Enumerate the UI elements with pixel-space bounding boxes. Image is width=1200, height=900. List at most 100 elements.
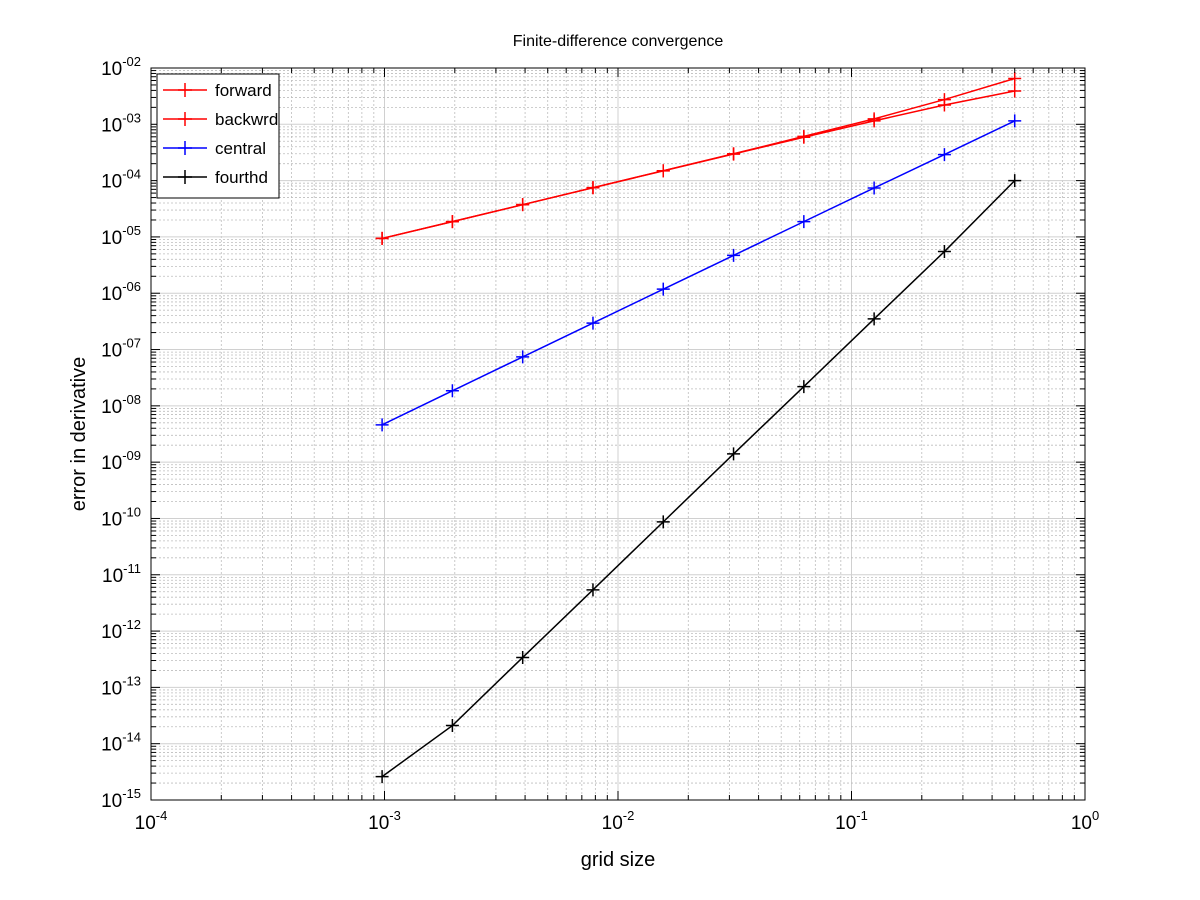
y-tick-label: 10-11 [102, 561, 141, 587]
x-tick-label: 100 [1071, 808, 1099, 834]
y-tick-label: 10-05 [101, 223, 141, 249]
y-tick-label-exponent: -11 [123, 561, 141, 576]
x-tick-label-exponent: -3 [389, 808, 401, 823]
y-tick-label-exponent: -13 [122, 673, 141, 688]
legend-marker-forward [178, 83, 192, 97]
data-point-central [867, 181, 881, 195]
data-point-central [797, 215, 811, 229]
y-tick-label: 10-14 [101, 730, 141, 756]
y-tick-label: 10-07 [101, 336, 141, 362]
y-tick-label-base: 10 [101, 791, 122, 812]
data-point-fourthd [937, 245, 951, 259]
series-line-backwrd [381, 90, 1015, 240]
y-tick-label-exponent: -09 [122, 448, 141, 463]
legend-marker-backwrd [178, 112, 192, 126]
series-line-central [381, 120, 1016, 426]
series-fourthd [375, 174, 1022, 784]
y-tick-label-exponent: -04 [122, 167, 141, 182]
y-tick-label-base: 10 [102, 566, 123, 587]
x-tick-label: 10-1 [835, 808, 868, 834]
data-point-backwrd [1008, 84, 1022, 98]
data-point-fourthd [586, 583, 600, 597]
data-point-central [375, 418, 389, 432]
x-tick-label: 10-2 [602, 808, 635, 834]
x-tick-label: 10-4 [135, 808, 168, 834]
data-point-central [1008, 114, 1022, 128]
legend-label-backwrd: backwrd [215, 110, 278, 129]
y-tick-label-base: 10 [101, 228, 122, 249]
chart-title: Finite-difference convergence [513, 33, 724, 50]
data-point-backwrd [797, 130, 811, 144]
y-tick-label: 10-03 [101, 110, 141, 136]
y-tick-label-exponent: -08 [122, 392, 141, 407]
data-point-backwrd [656, 164, 670, 178]
data-point-fourthd [656, 515, 670, 529]
x-tick-label-base: 10 [602, 813, 623, 834]
y-tick-label: 10-04 [101, 167, 141, 193]
x-tick-label-exponent: -4 [156, 808, 168, 823]
data-point-backwrd [445, 215, 459, 229]
y-tick-label: 10-10 [101, 504, 141, 530]
tick-layer [150, 68, 1085, 801]
y-tick-label-base: 10 [101, 678, 122, 699]
x-axis-label: grid size [581, 849, 655, 871]
data-point-central [727, 248, 741, 262]
data-point-backwrd [867, 114, 881, 128]
y-tick-label-exponent: -06 [122, 279, 141, 294]
y-tick-label-base: 10 [101, 341, 122, 362]
y-tick-label: 10-02 [101, 54, 141, 80]
data-point-backwrd [727, 147, 741, 161]
y-tick-label-exponent: -05 [122, 223, 141, 238]
y-tick-label-base: 10 [101, 397, 122, 418]
data-point-backwrd [586, 181, 600, 195]
data-point-backwrd [375, 231, 389, 245]
legend-entry-fourthd: fourthd [163, 168, 268, 187]
data-point-backwrd [516, 198, 530, 212]
y-tick-label-exponent: -07 [122, 336, 141, 351]
series-line-fourthd [381, 180, 1016, 778]
x-tick-label-base: 10 [1071, 813, 1092, 834]
y-tick-label-exponent: -12 [122, 617, 141, 632]
y-tick-label-base: 10 [101, 115, 122, 136]
y-tick-label: 10-09 [101, 448, 141, 474]
y-tick-label: 10-06 [101, 279, 141, 305]
y-tick-label: 10-12 [101, 617, 141, 643]
y-tick-label-base: 10 [101, 59, 122, 80]
legend-label-fourthd: fourthd [215, 168, 268, 187]
data-point-forward [1008, 72, 1022, 86]
data-point-fourthd [797, 380, 811, 394]
data-point-fourthd [375, 770, 389, 784]
series-central [375, 114, 1022, 432]
y-tick-label-base: 10 [101, 453, 122, 474]
data-point-central [656, 282, 670, 296]
data-point-fourthd [445, 719, 459, 733]
y-axis-label: error in derivative [68, 357, 90, 512]
data-point-fourthd [1008, 174, 1022, 188]
legend-marker-central [178, 141, 192, 155]
data-point-fourthd [867, 312, 881, 326]
data-point-backwrd [937, 98, 951, 112]
legend-entry-forward: forward [163, 81, 272, 100]
legend-entry-backwrd: backwrd [163, 110, 278, 129]
legend: forward backwrd central fourthd [156, 73, 280, 199]
x-tick-label-base: 10 [135, 813, 156, 834]
x-tick-label-exponent: 0 [1092, 808, 1099, 823]
y-tick-label-exponent: -03 [122, 110, 141, 125]
grid-layer [150, 67, 1085, 801]
x-tick-label-exponent: -2 [623, 808, 635, 823]
data-point-central [937, 148, 951, 162]
legend-label-forward: forward [215, 81, 272, 100]
x-tick-label-base: 10 [368, 813, 389, 834]
y-tick-label-base: 10 [101, 172, 122, 193]
legend-marker-fourthd [178, 170, 192, 184]
tick-label-layer: 10-4 10-3 10-2 10-1 10010-1510-1410-1310-121… [101, 54, 1099, 834]
y-tick-label-base: 10 [101, 284, 122, 305]
data-point-central [516, 350, 530, 364]
y-tick-label: 10-13 [101, 673, 141, 699]
y-tick-label-exponent: -10 [122, 504, 141, 519]
data-point-central [445, 384, 459, 398]
y-tick-label-exponent: -02 [122, 54, 141, 69]
series-backwrd [375, 84, 1022, 245]
